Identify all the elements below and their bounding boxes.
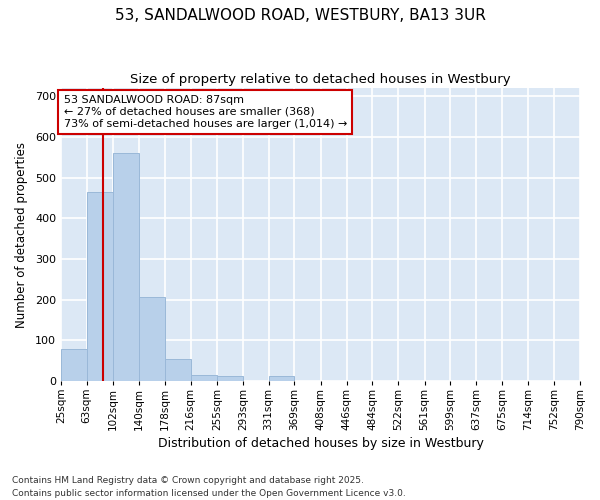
Bar (113, 153, 139, 381)
Bar (269, 376, 295, 381)
Y-axis label: Number of detached properties: Number of detached properties (15, 142, 28, 328)
Title: Size of property relative to detached houses in Westbury: Size of property relative to detached ho… (130, 72, 511, 86)
Bar (191, 375, 217, 381)
Bar (217, 376, 243, 381)
Text: Contains HM Land Registry data © Crown copyright and database right 2025.
Contai: Contains HM Land Registry data © Crown c… (12, 476, 406, 498)
X-axis label: Distribution of detached houses by size in Westbury: Distribution of detached houses by size … (158, 437, 484, 450)
Bar (61, 350, 87, 381)
Bar (165, 358, 191, 381)
Text: 53, SANDALWOOD ROAD, WESTBURY, BA13 3UR: 53, SANDALWOOD ROAD, WESTBURY, BA13 3UR (115, 8, 485, 22)
Bar (87, 192, 113, 381)
Text: 53 SANDALWOOD ROAD: 87sqm
← 27% of detached houses are smaller (368)
73% of semi: 53 SANDALWOOD ROAD: 87sqm ← 27% of detac… (64, 96, 347, 128)
Bar (139, 297, 165, 381)
